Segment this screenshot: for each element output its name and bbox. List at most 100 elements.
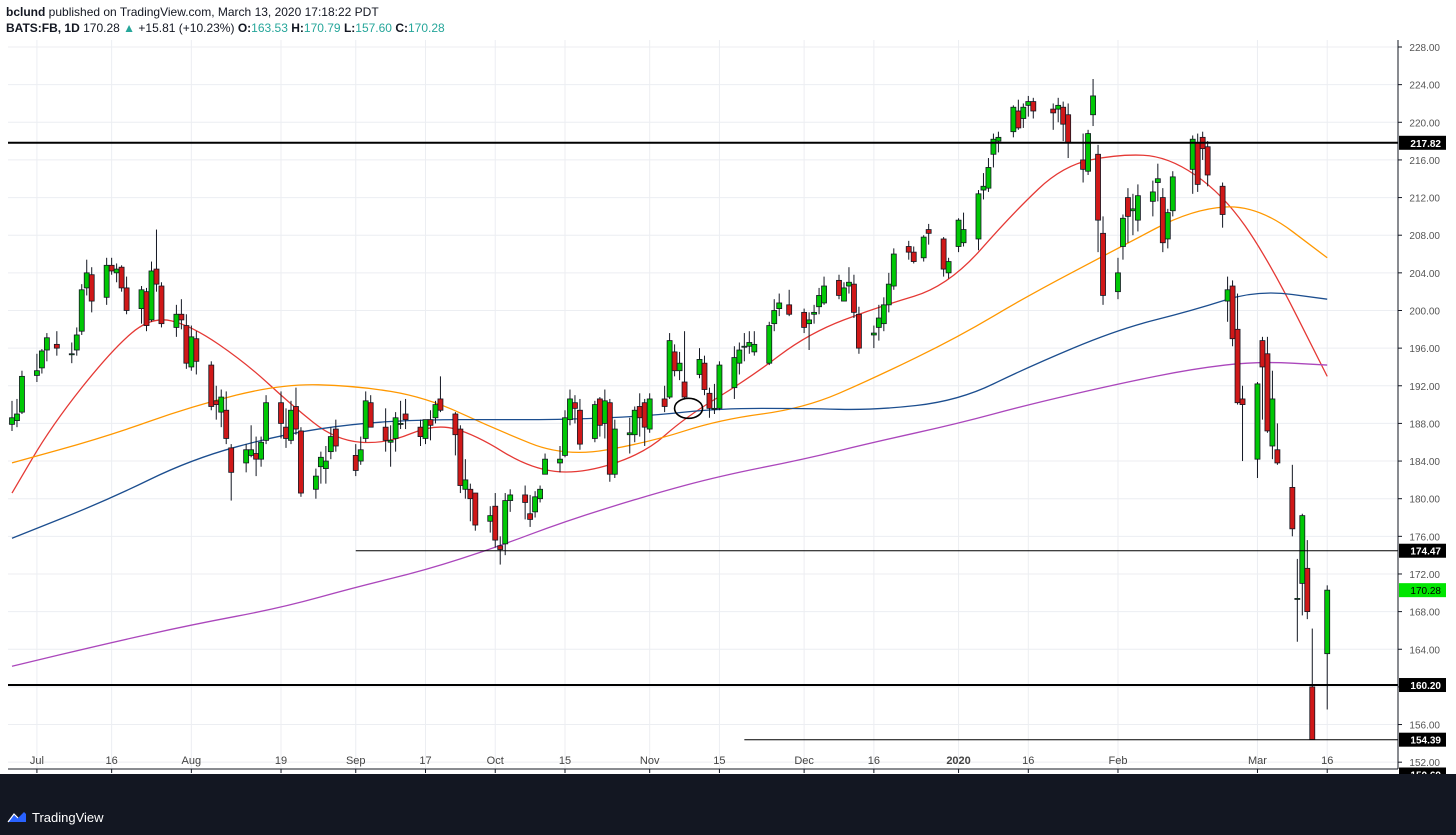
candle: [298, 427, 304, 497]
last-price: 170.28: [83, 21, 120, 35]
candle-body: [821, 285, 827, 304]
candle: [771, 299, 778, 332]
candle-body: [1030, 101, 1037, 112]
candle: [502, 493, 509, 556]
candle: [263, 395, 269, 445]
candle-body: [841, 287, 847, 302]
candle-body: [178, 313, 185, 321]
author-name[interactable]: bclund: [6, 5, 46, 19]
candle: [1264, 336, 1271, 433]
candle-body: [890, 253, 897, 287]
candle: [73, 327, 80, 356]
horizontal-lines[interactable]: [8, 141, 1398, 741]
candle-body: [701, 362, 708, 390]
price-line-tag: [1399, 135, 1446, 150]
candle-body: [283, 426, 289, 439]
candle-body: [1234, 328, 1241, 404]
candle-body: [382, 426, 389, 441]
candle: [766, 321, 773, 366]
candle: [1149, 180, 1156, 217]
tradingview-logo-icon[interactable]: [6, 810, 28, 824]
candle: [1125, 188, 1131, 243]
candle-body: [78, 289, 85, 332]
candle: [1085, 129, 1091, 175]
candle-body: [248, 449, 255, 456]
tradingview-brand[interactable]: TradingView: [32, 810, 104, 825]
candle: [78, 284, 85, 335]
candle: [1015, 99, 1022, 130]
y-tick-label: 212.00: [1409, 194, 1440, 205]
candle: [1100, 216, 1106, 305]
candle-body: [1259, 340, 1266, 368]
candle-body: [567, 398, 573, 421]
candle-body: [522, 494, 529, 503]
y-tick-label: 220.00: [1409, 118, 1440, 129]
candle: [462, 459, 469, 499]
price-line-tag: [1399, 678, 1446, 693]
y-tick-label: 224.00: [1409, 81, 1440, 92]
y-tick-label: 184.00: [1409, 457, 1440, 468]
annotations[interactable]: [673, 397, 704, 420]
candlestick-chart[interactable]: 152.00156.00160.00164.00168.00172.00176.…: [0, 40, 1456, 782]
candle-body: [985, 167, 992, 189]
candle: [681, 331, 688, 399]
candle: [143, 287, 150, 332]
candle-body: [1229, 285, 1236, 340]
ma50-line: [11, 206, 1328, 464]
candle-body: [332, 428, 339, 447]
candle-body: [118, 266, 125, 289]
candle-body: [108, 264, 115, 272]
y-tick-label: 204.00: [1409, 269, 1440, 280]
candle-body: [462, 479, 469, 490]
candle: [452, 412, 459, 456]
candle: [821, 276, 827, 305]
candle-body: [846, 281, 852, 287]
candle-body: [432, 404, 439, 419]
candle-body: [577, 409, 583, 445]
candle: [1204, 141, 1211, 187]
candle-body: [427, 419, 434, 426]
candle-body: [173, 313, 180, 328]
candle: [975, 190, 982, 251]
candle: [1299, 513, 1306, 616]
chart-area[interactable]: 152.00156.00160.00164.00168.00172.00176.…: [0, 40, 1456, 782]
candle-body: [1010, 106, 1017, 133]
candle: [676, 351, 683, 381]
x-tick-label: Jul: [30, 755, 44, 767]
price-axis[interactable]: 152.00156.00160.00164.00168.00172.00176.…: [1397, 40, 1446, 782]
candle-body: [856, 313, 862, 349]
candle-body: [945, 261, 952, 274]
candle: [1135, 184, 1141, 232]
candle: [1030, 97, 1037, 119]
candle-body: [437, 398, 444, 411]
candle: [19, 370, 25, 414]
candle: [158, 282, 165, 328]
candle: [960, 212, 967, 247]
candle: [427, 410, 434, 441]
candle-body: [293, 406, 299, 430]
candle-body: [1090, 95, 1096, 116]
candle: [332, 419, 339, 452]
candle: [646, 393, 653, 433]
high-label: H:: [291, 21, 304, 35]
candle: [123, 276, 130, 315]
candle-body: [362, 400, 369, 439]
candle-body: [920, 236, 927, 259]
candle-body: [1095, 153, 1101, 221]
candle: [661, 385, 668, 413]
price-line-label: 154.39: [1410, 736, 1441, 747]
x-tick-label: Dec: [794, 755, 814, 767]
candle-body: [771, 310, 778, 325]
candle: [945, 257, 952, 279]
candle-body: [1159, 197, 1166, 244]
time-axis[interactable]: Jul 16 Aug 19 Sep 17 Oct 15 Nov 15 Dec 16 2020 16 Feb M…: [0, 755, 1456, 776]
candle-body: [312, 475, 319, 490]
candle-body: [1204, 146, 1211, 176]
candle-body: [223, 409, 230, 439]
candle-body: [1264, 353, 1271, 432]
candle: [537, 485, 543, 503]
candle-body: [188, 336, 195, 368]
candle: [367, 395, 374, 428]
candle: [557, 445, 563, 473]
candle-body: [158, 285, 165, 325]
